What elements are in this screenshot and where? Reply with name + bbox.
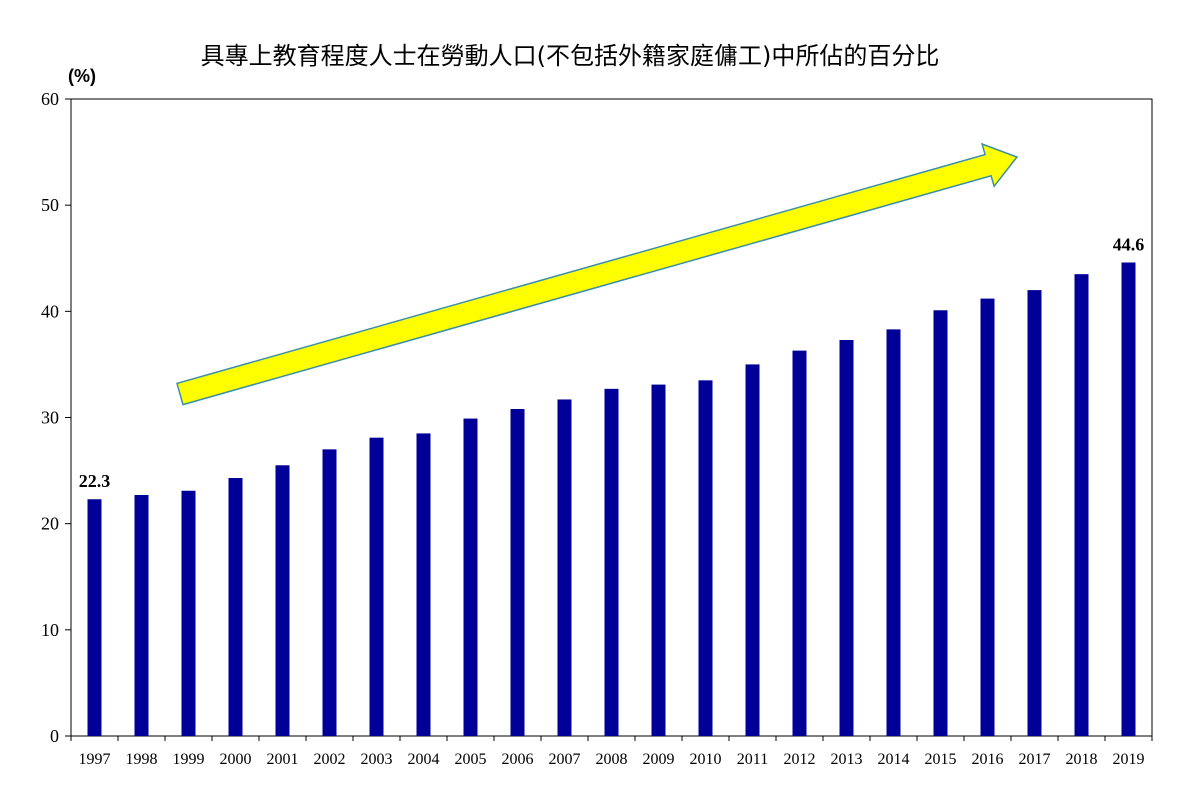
bar bbox=[134, 495, 149, 736]
y-tick-label: 30 bbox=[41, 408, 59, 428]
chart-title: 具專上教育程度人士在勞動人口(不包括外籍家庭傭工)中所佔的百分比 bbox=[200, 42, 940, 70]
bar bbox=[933, 310, 948, 736]
bar bbox=[792, 350, 807, 736]
bar bbox=[87, 499, 102, 736]
x-tick-label: 2015 bbox=[925, 751, 957, 768]
bar bbox=[557, 399, 572, 736]
bar bbox=[181, 490, 196, 736]
bar bbox=[1027, 290, 1042, 736]
bar bbox=[980, 298, 995, 736]
bar bbox=[604, 388, 619, 736]
bar bbox=[369, 437, 384, 736]
bar bbox=[1074, 274, 1089, 736]
x-tick-label: 2005 bbox=[455, 751, 487, 768]
x-tick-label: 2012 bbox=[784, 751, 816, 768]
x-tick-label: 2019 bbox=[1113, 751, 1145, 768]
y-axis-unit: (%) bbox=[68, 66, 96, 86]
x-tick-label: 2011 bbox=[737, 751, 768, 768]
bar bbox=[510, 409, 525, 736]
bar bbox=[745, 364, 760, 736]
x-tick-label: 2000 bbox=[220, 751, 252, 768]
y-tick-label: 10 bbox=[41, 620, 59, 640]
x-tick-label: 2016 bbox=[972, 751, 1004, 768]
x-tick-label: 2003 bbox=[361, 751, 393, 768]
x-tick-label: 2018 bbox=[1066, 751, 1098, 768]
y-tick-label: 40 bbox=[41, 301, 59, 321]
bar bbox=[275, 465, 290, 736]
x-tick-label: 2007 bbox=[549, 751, 581, 768]
bar bbox=[416, 433, 431, 736]
x-tick-label: 1997 bbox=[79, 751, 111, 768]
x-tick-label: 2013 bbox=[831, 751, 863, 768]
x-tick-label: 2001 bbox=[267, 751, 299, 768]
x-tick-label: 2008 bbox=[596, 751, 628, 768]
x-tick-label: 1998 bbox=[126, 751, 158, 768]
x-tick-label: 2009 bbox=[643, 751, 675, 768]
x-tick-label: 2014 bbox=[878, 751, 910, 768]
bar bbox=[839, 339, 854, 736]
data-label: 44.6 bbox=[1113, 234, 1145, 254]
bar bbox=[228, 478, 243, 736]
data-label: 22.3 bbox=[79, 471, 111, 491]
y-tick-label: 20 bbox=[41, 514, 59, 534]
bar bbox=[1121, 262, 1136, 736]
bar bbox=[463, 418, 478, 736]
x-tick-label: 2010 bbox=[690, 751, 722, 768]
y-tick-label: 60 bbox=[41, 89, 59, 109]
x-tick-label: 2006 bbox=[502, 751, 534, 768]
x-tick-label: 2004 bbox=[408, 751, 440, 768]
bar bbox=[698, 380, 713, 736]
x-tick-label: 2017 bbox=[1019, 751, 1051, 768]
bar bbox=[651, 384, 666, 736]
x-tick-label: 1999 bbox=[173, 751, 205, 768]
y-tick-label: 0 bbox=[50, 726, 59, 746]
trend-arrow bbox=[176, 142, 1019, 406]
bar bbox=[886, 329, 901, 736]
y-tick-label: 50 bbox=[41, 195, 59, 215]
bar bbox=[322, 449, 337, 736]
x-tick-label: 2002 bbox=[314, 751, 346, 768]
